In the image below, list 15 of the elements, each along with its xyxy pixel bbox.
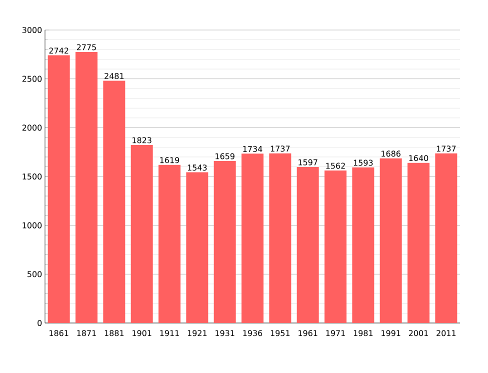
bar xyxy=(76,52,98,323)
bar xyxy=(158,164,181,323)
bar xyxy=(130,144,153,323)
bar xyxy=(380,158,402,323)
bar xyxy=(435,153,458,323)
bar xyxy=(296,167,319,323)
bar xyxy=(186,172,208,323)
bar xyxy=(269,153,292,323)
bar xyxy=(103,80,126,323)
bar xyxy=(48,55,70,323)
bar xyxy=(352,167,374,323)
bar xyxy=(242,154,264,323)
bar xyxy=(214,160,236,323)
bar xyxy=(324,170,347,323)
bar xyxy=(408,162,430,323)
